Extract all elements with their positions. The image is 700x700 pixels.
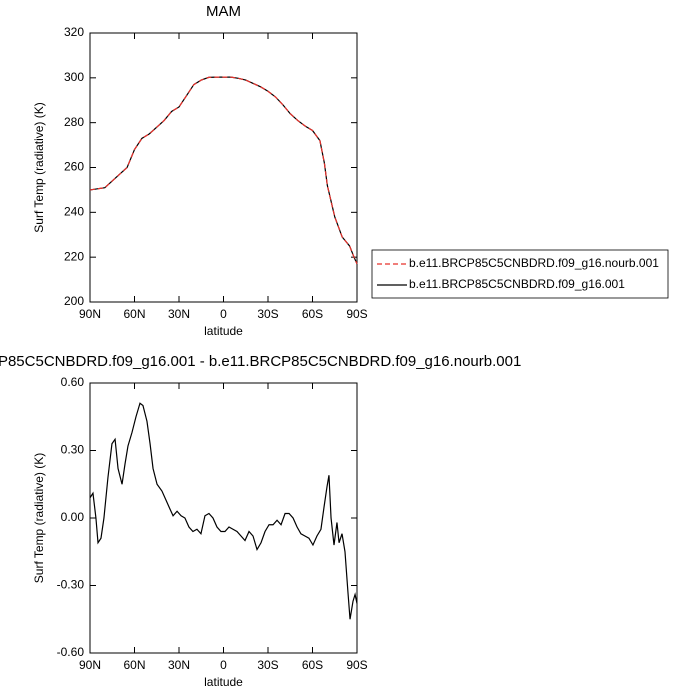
y-tick-label: 220 — [64, 249, 84, 263]
x-axis-label: latitude — [204, 675, 243, 689]
x-tick-label: 90S — [346, 307, 367, 321]
y-tick-label: 0.60 — [61, 375, 85, 389]
y-axis-label: Surf Temp (radiative) (K) — [32, 453, 46, 583]
series-line — [89, 402, 358, 620]
x-tick-label: 90N — [79, 658, 101, 672]
x-tick-label: 0 — [220, 658, 227, 672]
legend-label: b.e11.BRCP85C5CNBDRD.f09_g16.nourb.001 — [409, 256, 659, 270]
chart-title: MAM — [206, 3, 241, 20]
plot-frame — [89, 32, 358, 303]
x-tick-label: 30N — [168, 307, 190, 321]
x-tick-label: 30N — [168, 658, 190, 672]
x-tick-label: 30S — [257, 307, 278, 321]
y-tick-label: -0.30 — [57, 578, 85, 592]
y-tick-label: 200 — [64, 294, 84, 308]
y-tick-label: 0.30 — [61, 443, 85, 457]
x-tick-label: 60S — [302, 307, 323, 321]
y-tick-label: 260 — [64, 160, 84, 174]
series-line — [89, 76, 358, 265]
x-tick-label: 60N — [123, 307, 145, 321]
series-line — [89, 76, 358, 265]
x-tick-label: 60N — [123, 658, 145, 672]
y-tick-label: 300 — [64, 70, 84, 84]
y-tick-label: 240 — [64, 205, 84, 219]
x-tick-label: 30S — [257, 658, 278, 672]
plot-frame — [89, 382, 358, 654]
x-tick-label: 90N — [79, 307, 101, 321]
x-tick-label: 90S — [346, 658, 367, 672]
y-tick-label: -0.60 — [57, 645, 85, 659]
x-tick-label: 60S — [302, 658, 323, 672]
y-axis-label: Surf Temp (radiative) (K) — [32, 102, 46, 232]
y-tick-label: 280 — [64, 115, 84, 129]
y-tick-label: 0.00 — [61, 510, 85, 524]
x-axis-label: latitude — [204, 324, 243, 338]
legend-label: b.e11.BRCP85C5CNBDRD.f09_g16.001 — [409, 277, 625, 291]
legend-box — [371, 249, 669, 299]
x-tick-label: 0 — [220, 307, 227, 321]
y-tick-label: 320 — [64, 25, 84, 39]
chart-title: b.e11.BRCP85C5CNBDRD.f09_g16.001 - b.e11… — [0, 353, 521, 370]
